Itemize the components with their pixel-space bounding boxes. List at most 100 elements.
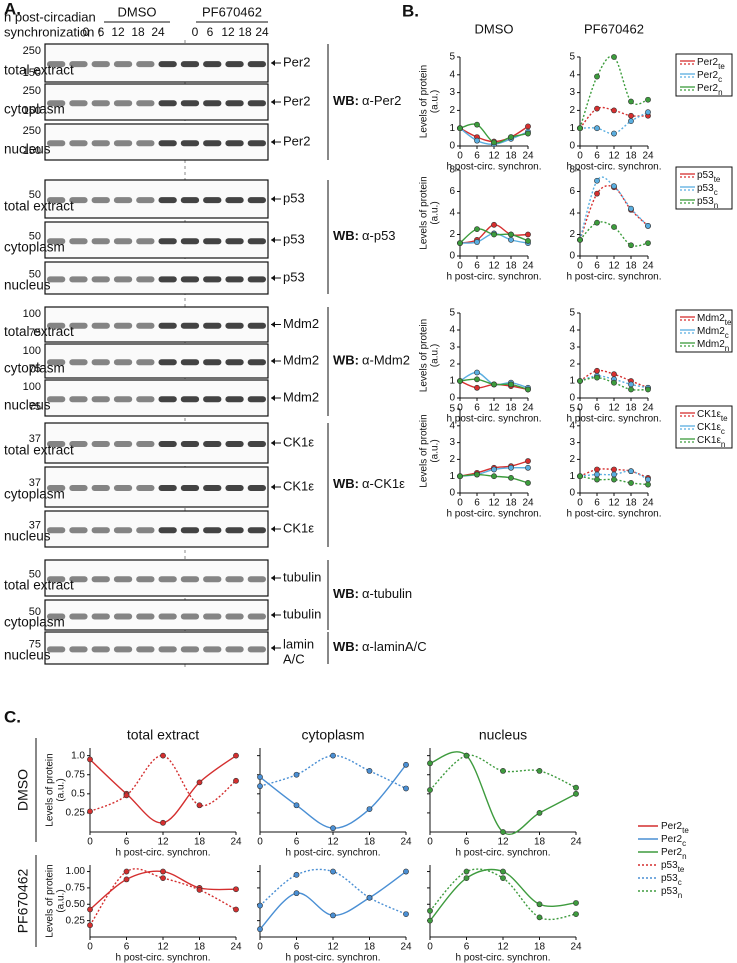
x-tick-label: 6 [474,261,480,272]
data-point [257,774,263,780]
x-axis-label: h post-circ. synchron. [446,272,541,283]
fraction-label: nucleus [4,648,51,663]
data-point [611,107,617,114]
data-point [491,139,497,146]
data-point [594,190,600,197]
legend-label: CK1εn [697,435,725,449]
data-point [628,205,634,212]
band [158,441,177,447]
band [247,322,266,329]
band [113,322,133,329]
x-tick-label: 0 [577,403,583,414]
legend-name: p53 [697,196,714,207]
data-point [508,464,514,471]
x-tick-label: 18 [534,942,546,953]
wb-prefix: WB: [333,353,359,368]
panel-label: C. [4,707,21,726]
legend-subscript: n [682,852,686,861]
protein-label: Mdm2 [283,352,319,367]
data-point [594,367,600,374]
data-point [474,376,480,383]
treatment-label: DMSO [118,4,157,19]
y-tick-label: 3 [569,437,575,448]
x-tick-label: 18 [534,837,546,848]
protein-label: CK1ε [283,478,314,493]
column-header: PF670462 [584,21,644,36]
mw-marker: 75 [29,401,41,413]
y-tick-label: 0 [569,488,575,499]
legend-subscript: te [725,318,732,327]
protein-label: p53 [283,231,305,246]
band [247,197,266,204]
band [113,100,133,107]
y-tick-label: 0 [449,393,455,404]
mw-marker: 150 [23,105,41,117]
arrow-head [271,275,275,281]
data-point [160,868,166,875]
x-tick-label: 18 [505,261,517,272]
band [91,359,110,366]
band [158,276,177,283]
data-point [427,907,433,914]
band [136,61,155,68]
legend-name: CK1ε [697,409,721,420]
data-point [628,381,634,388]
column-header: total extract [127,727,199,743]
data-point [645,96,651,103]
arrow-head [271,645,275,651]
protein-label: Per2 [283,93,310,108]
band [247,576,266,583]
band [69,527,88,534]
series-line [579,185,649,241]
data-point [628,118,634,124]
wb-label: WB: α-Mdm2 [333,353,410,368]
data-point [577,125,583,132]
x-tick-label: 6 [124,837,130,848]
x-tick-label: 0 [427,942,433,953]
x-tick-label: 18 [505,498,517,509]
legend-label: p53c [697,183,718,197]
fraction-label: nucleus [4,529,51,544]
data-point [594,219,600,226]
mw-marker: 50 [29,568,41,580]
wb-prefix: WB: [333,586,359,601]
band [158,238,177,245]
x-axis-label: h post-circ. synchron. [115,953,210,963]
y-tick-label: 0 [569,251,575,262]
legend-label: Per2te [697,57,725,71]
y-tick-label: 5 [569,52,575,63]
protein-label: p53 [283,269,305,284]
band [158,359,177,366]
band [69,646,88,653]
data-point [330,825,336,832]
y-tick-label: 5 [569,404,575,415]
data-point [645,240,651,246]
band [91,527,110,534]
x-tick-label: 12 [488,498,500,509]
data-point [594,177,600,184]
panel-label: A. [4,0,21,18]
x-tick-label: 12 [327,942,339,953]
legend-name: CK1ε [697,435,721,446]
arrow-head [271,196,275,202]
legend-name: Per2 [661,847,683,858]
x-axis-label: h post-circ. synchron. [446,414,541,425]
data-point [645,386,651,393]
band [225,238,244,245]
band [225,576,244,583]
band [91,396,110,403]
band [113,197,133,204]
legend-label: Per2c [697,70,722,84]
data-point [257,783,263,790]
data-point [123,876,130,883]
band [247,140,266,147]
series-line [579,375,649,389]
y-axis-label: Levels of protein [45,753,56,826]
arrow-head [271,526,275,532]
band [91,613,110,620]
legend-label: Mdm2te [697,313,732,327]
y-tick-label: 5 [449,404,455,415]
legend-subscript: n [725,344,729,353]
data-point [508,236,514,243]
y-axis-label: Levels of protein [419,319,430,392]
